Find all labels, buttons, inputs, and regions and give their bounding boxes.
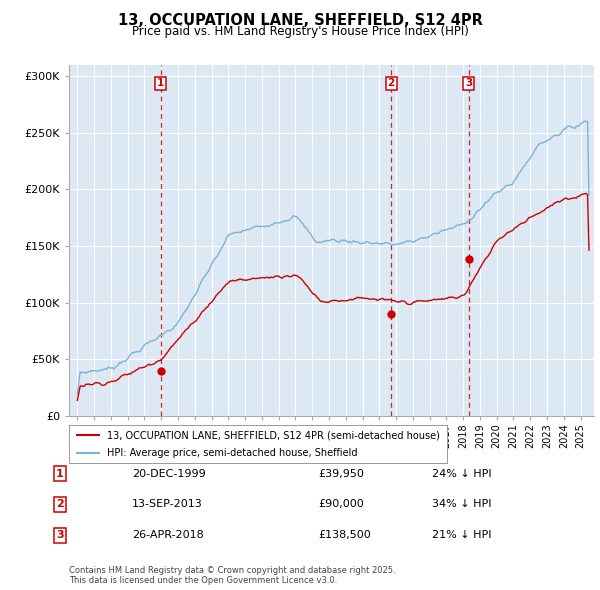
Text: £90,000: £90,000: [318, 500, 364, 509]
Text: 2: 2: [56, 500, 64, 509]
Text: 26-APR-2018: 26-APR-2018: [132, 530, 204, 540]
Text: 3: 3: [56, 530, 64, 540]
Text: £138,500: £138,500: [318, 530, 371, 540]
Text: 2: 2: [388, 78, 395, 88]
Text: 21% ↓ HPI: 21% ↓ HPI: [432, 530, 491, 540]
Text: Contains HM Land Registry data © Crown copyright and database right 2025.
This d: Contains HM Land Registry data © Crown c…: [69, 566, 395, 585]
Text: Price paid vs. HM Land Registry's House Price Index (HPI): Price paid vs. HM Land Registry's House …: [131, 25, 469, 38]
Text: 1: 1: [56, 469, 64, 478]
Text: 24% ↓ HPI: 24% ↓ HPI: [432, 469, 491, 478]
Text: 13, OCCUPATION LANE, SHEFFIELD, S12 4PR: 13, OCCUPATION LANE, SHEFFIELD, S12 4PR: [118, 13, 482, 28]
Text: £39,950: £39,950: [318, 469, 364, 478]
Text: 34% ↓ HPI: 34% ↓ HPI: [432, 500, 491, 509]
Text: 13, OCCUPATION LANE, SHEFFIELD, S12 4PR (semi-detached house): 13, OCCUPATION LANE, SHEFFIELD, S12 4PR …: [107, 430, 440, 440]
Text: 20-DEC-1999: 20-DEC-1999: [132, 469, 206, 478]
Text: 1: 1: [157, 78, 164, 88]
Text: 3: 3: [465, 78, 472, 88]
Text: 13-SEP-2013: 13-SEP-2013: [132, 500, 203, 509]
Text: HPI: Average price, semi-detached house, Sheffield: HPI: Average price, semi-detached house,…: [107, 448, 358, 458]
